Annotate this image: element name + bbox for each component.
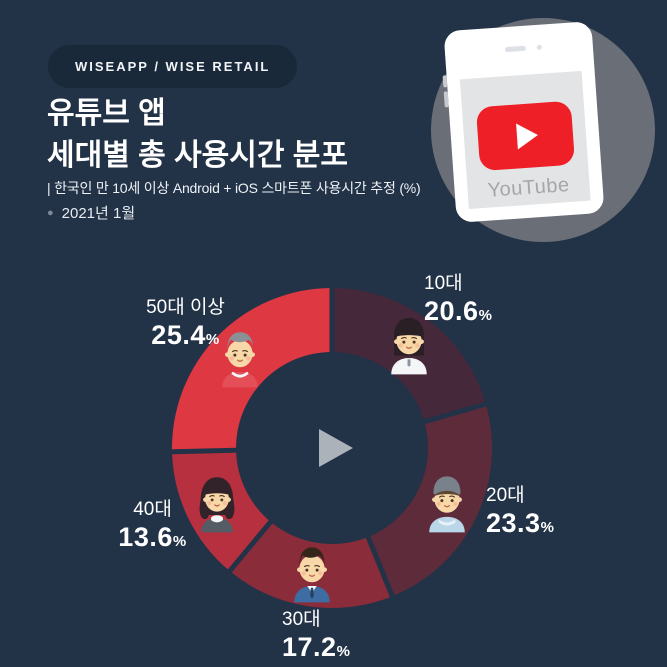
donut-segment-20대 xyxy=(368,404,493,597)
bullet-icon: ● xyxy=(47,206,54,219)
segment-value: 23.3% xyxy=(486,508,555,538)
segment-divider xyxy=(363,531,397,601)
segment-label-20s: 20대 23.3% xyxy=(486,484,554,543)
segment-value: 13.6% xyxy=(118,522,187,552)
segment-label-40s: 40대 13.6% xyxy=(105,498,200,557)
title-line1: 유튜브 앱 xyxy=(47,97,166,130)
avatar-man-in-suit-icon xyxy=(284,541,340,603)
avatar-young-man-beanie-icon xyxy=(419,471,475,533)
segment-label-50s-plus: 50대 이상 25.4% xyxy=(118,296,253,355)
avatar-gray-haired-man-icon xyxy=(212,325,268,387)
segment-category: 40대 xyxy=(133,499,172,520)
segment-value: 25.4% xyxy=(151,320,220,350)
page-title: 유튜브 앱 세대별 총 사용시간 분포 xyxy=(47,95,348,179)
segment-category: 20대 xyxy=(486,485,525,506)
date-note-label: 2021년 1월 xyxy=(61,205,136,222)
segment-divider xyxy=(225,516,276,576)
segment-value: 17.2% xyxy=(282,632,351,662)
center-play-icon xyxy=(319,429,353,467)
segment-category: 30대 xyxy=(282,609,321,630)
date-note: ● 2021년 1월 xyxy=(47,202,135,223)
segment-category: 50대 이상 xyxy=(146,297,225,318)
avatar-woman-curly-hair-icon xyxy=(189,470,245,533)
segment-value: 20.6% xyxy=(424,296,493,326)
title-line2: 세대별 총 사용시간 분포 xyxy=(47,139,349,172)
segment-label-30s: 30대 17.2% xyxy=(282,608,350,667)
brand-badge-label: WISEAPP / WISE RETAIL xyxy=(75,59,271,74)
brand-badge: WISEAPP / WISE RETAIL xyxy=(48,45,298,88)
donut-segment-50대 이상 xyxy=(171,288,332,452)
segment-label-10s: 10대 20.6% xyxy=(424,272,492,331)
subtitle: | 한국인 만 10세 이상 Android + iOS 스마트폰 사용시간 추… xyxy=(47,180,421,196)
segment-category: 10대 xyxy=(424,273,463,294)
avatar-teen-girl-icon xyxy=(381,312,437,375)
segment-divider xyxy=(418,400,491,426)
segment-divider xyxy=(167,447,242,455)
phone-illustration: YouTube xyxy=(0,0,667,260)
